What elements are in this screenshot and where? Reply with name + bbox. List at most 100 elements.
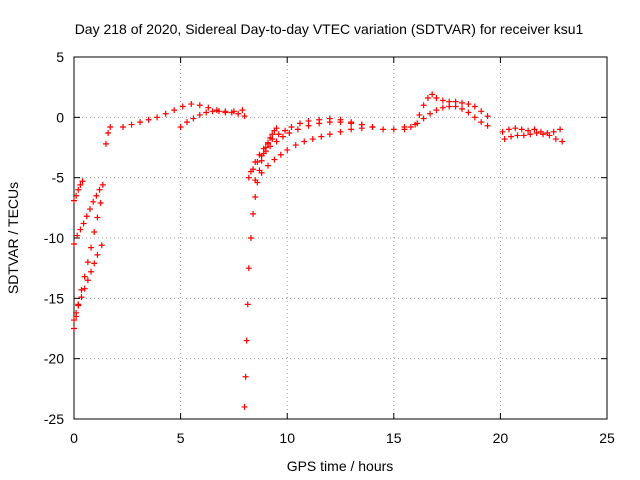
data-point xyxy=(73,309,80,316)
data-point xyxy=(235,110,242,117)
data-point xyxy=(414,120,421,127)
series-track-b xyxy=(71,181,106,248)
data-point xyxy=(96,186,103,193)
data-point xyxy=(94,214,101,221)
y-tick-label: -15 xyxy=(44,290,64,306)
y-tick-label: -25 xyxy=(44,411,64,427)
data-point xyxy=(196,111,203,118)
data-point xyxy=(81,273,88,280)
x-tick-label: 5 xyxy=(177,430,185,446)
data-point xyxy=(514,132,521,139)
data-point xyxy=(91,228,98,235)
data-point xyxy=(471,103,478,110)
data-point xyxy=(86,206,93,213)
data-point xyxy=(79,178,86,185)
data-point xyxy=(286,130,293,137)
series-track-l xyxy=(416,91,491,120)
data-point xyxy=(484,113,491,120)
data-point xyxy=(390,126,397,133)
data-point xyxy=(77,226,84,233)
x-tick-label: 20 xyxy=(493,430,509,446)
data-point xyxy=(294,126,301,133)
data-point xyxy=(250,210,257,217)
data-point xyxy=(318,133,325,140)
data-point xyxy=(471,114,478,121)
data-point xyxy=(88,268,95,275)
data-point xyxy=(433,95,440,102)
data-point xyxy=(99,181,106,188)
data-point xyxy=(105,130,112,137)
data-point xyxy=(301,138,308,145)
data-point xyxy=(107,123,114,130)
data-point xyxy=(88,244,95,251)
data-point xyxy=(77,181,84,188)
data-point xyxy=(245,174,252,181)
data-point xyxy=(228,109,235,116)
data-point xyxy=(81,285,88,292)
data-point xyxy=(179,103,186,110)
series-track-a xyxy=(71,178,86,204)
data-point xyxy=(478,119,485,126)
data-point xyxy=(557,126,564,133)
data-point xyxy=(83,213,90,220)
series-track-f xyxy=(120,101,246,130)
series-track-j xyxy=(252,125,365,184)
series-track-k xyxy=(247,115,419,175)
y-tick-label: -10 xyxy=(44,230,64,246)
data-point xyxy=(273,138,280,145)
data-point xyxy=(424,95,431,102)
data-point xyxy=(73,192,80,199)
data-point xyxy=(459,105,466,112)
x-axis: 0 5 10 15 20 25 xyxy=(70,57,615,446)
data-point xyxy=(420,115,427,122)
data-point xyxy=(540,131,547,138)
data-point xyxy=(177,123,184,130)
x-tick-label: 10 xyxy=(279,430,295,446)
data-point xyxy=(93,192,100,199)
data-points xyxy=(71,91,566,410)
data-point xyxy=(75,186,82,193)
data-point xyxy=(145,116,152,123)
data-point xyxy=(241,403,248,410)
data-point xyxy=(97,200,104,207)
x-axis-label: GPS time / hours xyxy=(287,458,394,474)
data-point xyxy=(154,114,161,121)
data-point xyxy=(484,122,491,129)
data-point xyxy=(337,116,344,123)
data-point xyxy=(505,126,512,133)
data-point xyxy=(183,119,190,126)
data-point xyxy=(247,168,254,175)
x-tick-label: 15 xyxy=(386,430,402,446)
data-point xyxy=(222,109,229,116)
data-point xyxy=(209,108,216,115)
data-point xyxy=(215,108,222,115)
data-point xyxy=(292,142,299,149)
data-point xyxy=(190,115,197,122)
data-point xyxy=(203,109,210,116)
data-point xyxy=(269,136,276,143)
data-point xyxy=(271,156,278,163)
data-point xyxy=(550,128,557,135)
data-point xyxy=(348,126,355,133)
data-point xyxy=(552,136,559,143)
data-point xyxy=(98,242,105,249)
data-point xyxy=(348,119,355,126)
data-point xyxy=(84,277,91,284)
data-point xyxy=(162,110,169,117)
data-point xyxy=(465,101,472,108)
data-point xyxy=(241,113,248,120)
data-point xyxy=(94,251,101,258)
data-point xyxy=(260,145,267,152)
data-point xyxy=(90,198,97,205)
data-point xyxy=(439,97,446,104)
y-axis: 5 0 -5 -10 -15 -20 -25 xyxy=(44,49,607,427)
series-track-g xyxy=(177,108,248,130)
data-point xyxy=(531,126,538,133)
series-track-h xyxy=(241,125,280,410)
data-point xyxy=(452,103,459,110)
data-point xyxy=(499,128,506,135)
data-point xyxy=(358,121,365,128)
data-point xyxy=(277,151,284,158)
data-point xyxy=(78,294,85,301)
